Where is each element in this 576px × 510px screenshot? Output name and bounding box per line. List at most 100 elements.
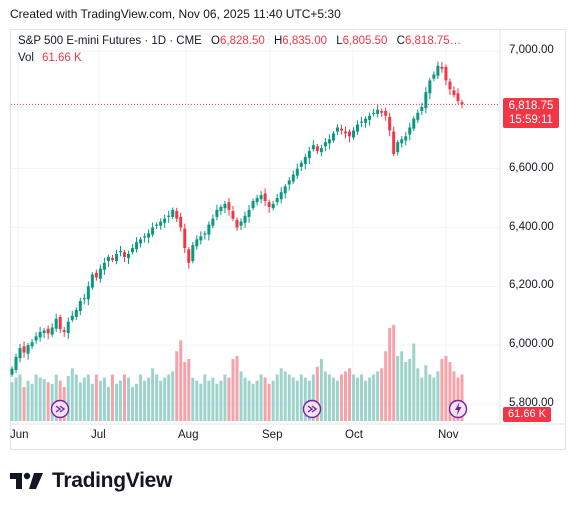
candle-body <box>78 301 82 312</box>
candle-body <box>343 131 347 134</box>
volume-bar <box>412 343 416 421</box>
candle-body <box>18 348 22 359</box>
volume-bar <box>255 380 259 421</box>
price-tick-label: 6,000.00 <box>509 338 554 351</box>
candle-body <box>38 331 42 338</box>
candle-body <box>54 318 58 329</box>
candle-body <box>90 274 94 288</box>
volume-bar <box>279 368 283 421</box>
volume-bar <box>388 328 392 421</box>
candle-body <box>420 106 424 112</box>
candle-body <box>231 211 235 219</box>
created-with-caption: Created with TradingView.com, Nov 06, 20… <box>10 7 341 21</box>
volume-bar <box>106 386 110 421</box>
candle-body <box>303 156 307 164</box>
volume-bar <box>139 374 143 421</box>
volume-bar <box>428 374 432 421</box>
dividend-icon[interactable] <box>50 399 70 419</box>
candle-body <box>384 111 388 116</box>
volume-bar <box>167 374 171 421</box>
candle-body <box>452 90 456 96</box>
low-label: L <box>336 35 343 47</box>
volume-bar <box>283 371 287 421</box>
candle-body <box>70 315 74 320</box>
volume-bar <box>10 382 14 421</box>
candle-body <box>58 316 62 329</box>
candle-body <box>460 102 464 105</box>
price-tick-label: 5,800.00 <box>509 397 554 409</box>
time-tick-label: Jul <box>91 429 106 441</box>
candle-body <box>211 218 215 226</box>
symbol-title[interactable]: S&P 500 E-mini Futures · 1D · CME <box>18 35 202 47</box>
volume-bar <box>223 374 227 421</box>
candle-body <box>207 224 211 235</box>
volume-bar <box>127 377 131 421</box>
candle-body <box>223 203 227 209</box>
candle-body <box>147 233 151 238</box>
candle-body <box>30 342 34 347</box>
volume-bar <box>219 380 223 421</box>
tradingview-logo-icon <box>10 472 43 489</box>
volume-bar <box>364 380 368 421</box>
volume-bar <box>267 383 271 421</box>
high-value: 6,835.00 <box>282 35 328 47</box>
candle-body <box>368 115 372 120</box>
candle-body <box>163 218 167 223</box>
candle-body <box>215 209 219 217</box>
volume-bar <box>74 374 78 421</box>
volume-bar <box>191 377 195 421</box>
volume-bar <box>384 351 388 421</box>
candle-body <box>131 248 135 253</box>
candle-body <box>187 249 191 263</box>
candle-body <box>408 127 412 135</box>
volume-bar <box>118 380 122 421</box>
volume-bar <box>452 371 456 421</box>
volume-bar <box>448 362 452 421</box>
price-tick-label: 6,600.00 <box>509 161 554 174</box>
candle-body <box>364 118 368 123</box>
volume-bar <box>400 351 404 421</box>
volume-bar <box>348 368 351 421</box>
candle-body <box>183 228 187 249</box>
volume-bar <box>376 371 380 421</box>
candle-body <box>175 211 179 219</box>
candle-body <box>10 368 14 375</box>
candle-body <box>171 209 175 217</box>
candle-body <box>271 203 275 209</box>
chart-frame[interactable] <box>10 29 566 450</box>
candle-body <box>376 109 380 114</box>
volume-bar <box>14 377 18 421</box>
tradingview-brand[interactable]: TradingView <box>10 468 172 494</box>
candle-body <box>267 202 271 207</box>
volume-bar <box>315 366 319 421</box>
volume-label: Vol <box>18 52 34 64</box>
lightning-icon[interactable] <box>448 399 468 419</box>
candle-body <box>94 272 98 278</box>
volume-legend: Vol 61.66 K <box>18 52 82 64</box>
dividend-icon[interactable] <box>302 399 322 419</box>
volume-bar <box>460 374 464 421</box>
volume-bar <box>143 380 147 421</box>
volume-bar <box>34 374 38 421</box>
volume-bar <box>110 374 114 421</box>
candle-body <box>283 186 287 194</box>
candle-body <box>110 258 114 260</box>
volume-bar <box>323 371 327 421</box>
candle-body <box>424 92 428 109</box>
time-tick-label: Jun <box>10 429 29 441</box>
volume-bar <box>179 340 183 421</box>
volume-bar <box>187 359 191 421</box>
volume-bar <box>207 380 211 421</box>
candle-body <box>195 239 199 247</box>
candle-body <box>432 74 436 79</box>
volume-bar <box>54 374 58 421</box>
high-label: H <box>273 35 283 47</box>
volume-bar <box>26 380 30 421</box>
volume-bar <box>408 359 412 421</box>
candle-body <box>404 136 408 141</box>
candle-body <box>159 221 163 226</box>
volume-bar <box>327 374 331 421</box>
volume-bar <box>131 386 135 421</box>
candle-body <box>219 206 223 212</box>
